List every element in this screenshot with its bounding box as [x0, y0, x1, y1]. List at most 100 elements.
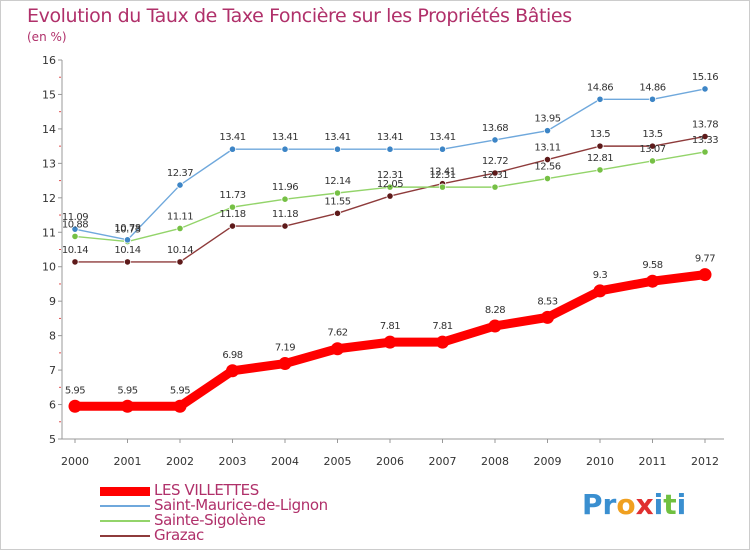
data-label: 10.14 [62, 245, 88, 256]
x-tick-label: 2006 [376, 455, 404, 468]
data-point [646, 274, 659, 288]
data-point [543, 174, 552, 183]
data-point [333, 189, 342, 197]
data-point [333, 209, 342, 217]
y-tick-label: 13 [42, 157, 56, 170]
data-point [701, 85, 709, 93]
data-label: 12.41 [429, 167, 455, 178]
x-tick-label: 2003 [219, 455, 247, 468]
data-point [543, 155, 552, 164]
data-point [173, 399, 187, 413]
data-point [438, 145, 447, 153]
data-point [596, 95, 604, 103]
data-point [543, 127, 552, 135]
data-label: 5.95 [117, 385, 137, 396]
data-point [281, 222, 289, 230]
logo-letter: i [676, 488, 687, 521]
data-point [438, 183, 447, 191]
data-label: 13.95 [534, 114, 560, 125]
data-label: 13.07 [639, 144, 665, 155]
data-label: 6.98 [222, 350, 242, 361]
x-tick-label: 2005 [324, 455, 352, 468]
data-label: 12.05 [377, 179, 403, 190]
data-label: 12.31 [377, 170, 403, 181]
legend-label: LES VILLETTES [154, 481, 259, 499]
data-point [281, 145, 289, 153]
chart-subtitle: (en %) [27, 30, 67, 44]
y-tick-label: 16 [42, 54, 56, 67]
data-point [648, 95, 657, 103]
data-point [593, 284, 607, 298]
y-tick-label: 14 [42, 123, 56, 136]
data-label: 11.18 [219, 209, 245, 220]
data-label: 11.18 [272, 209, 298, 220]
y-tick-label: 12 [42, 192, 56, 205]
data-point [648, 142, 657, 150]
data-label: 5.95 [170, 385, 190, 396]
data-point [541, 310, 554, 324]
data-label: 12.31 [482, 170, 508, 181]
data-label: 11.73 [219, 190, 245, 201]
data-point [436, 335, 449, 349]
data-label: 14.86 [639, 82, 665, 93]
x-tick-label: 2004 [271, 455, 299, 468]
x-tick-label: 2007 [429, 455, 457, 468]
legend-label: Grazac [154, 526, 204, 544]
x-tick-label: 2000 [61, 455, 89, 468]
logo-letter: t [663, 488, 677, 521]
x-tick-label: 2009 [534, 455, 562, 468]
x-tick-label: 2010 [586, 455, 614, 468]
x-tick-label: 2002 [166, 455, 194, 468]
data-label: 12.56 [534, 162, 560, 173]
y-tick-label: 15 [42, 88, 56, 101]
legend-swatch [100, 487, 150, 496]
data-label: 13.11 [534, 143, 560, 154]
data-point [68, 399, 82, 413]
chart-title: Evolution du Taux de Taxe Foncière sur l… [27, 5, 572, 27]
data-point [331, 342, 344, 356]
data-label: 12.81 [587, 153, 613, 164]
data-point [488, 319, 502, 333]
data-label: 10.78 [114, 223, 140, 234]
data-point [121, 399, 134, 413]
x-tick-label: 2012 [691, 455, 719, 468]
data-point [228, 222, 237, 230]
data-point [596, 166, 604, 174]
data-point [386, 192, 394, 200]
data-label: 15.16 [692, 72, 718, 83]
data-point [386, 145, 394, 153]
y-tick-label: 8 [49, 330, 56, 343]
data-point [333, 145, 342, 153]
data-label: 8.28 [485, 305, 505, 316]
data-point [71, 258, 79, 266]
data-label: 13.41 [272, 132, 298, 143]
x-tick-label: 2008 [481, 455, 509, 468]
data-label: 14.86 [587, 82, 613, 93]
data-label: 7.81 [432, 321, 452, 332]
y-tick-label: 6 [49, 399, 56, 412]
data-point [176, 181, 184, 189]
data-label: 13.5 [642, 129, 662, 140]
data-label: 13.41 [429, 132, 455, 143]
data-label: 10.14 [167, 245, 193, 256]
data-label: 7.62 [327, 328, 347, 339]
x-tick-label: 2001 [114, 455, 142, 468]
logo-letter: i [653, 488, 664, 521]
data-label: 13.78 [692, 119, 718, 130]
data-label: 12.31 [429, 170, 455, 181]
data-point [228, 145, 237, 153]
data-label: 7.19 [275, 343, 295, 354]
data-point [701, 148, 709, 156]
data-label: 12.37 [167, 168, 193, 179]
data-label: 9.58 [642, 260, 662, 271]
data-label: 11.96 [272, 182, 298, 193]
data-label: 13.41 [219, 132, 245, 143]
logo-letter: o [616, 488, 636, 521]
data-label: 13.33 [692, 135, 718, 146]
y-tick-label: 7 [49, 364, 56, 377]
proxiti-logo: Proxiti [582, 488, 686, 521]
data-point [383, 335, 397, 349]
data-label: 10.14 [114, 245, 140, 256]
